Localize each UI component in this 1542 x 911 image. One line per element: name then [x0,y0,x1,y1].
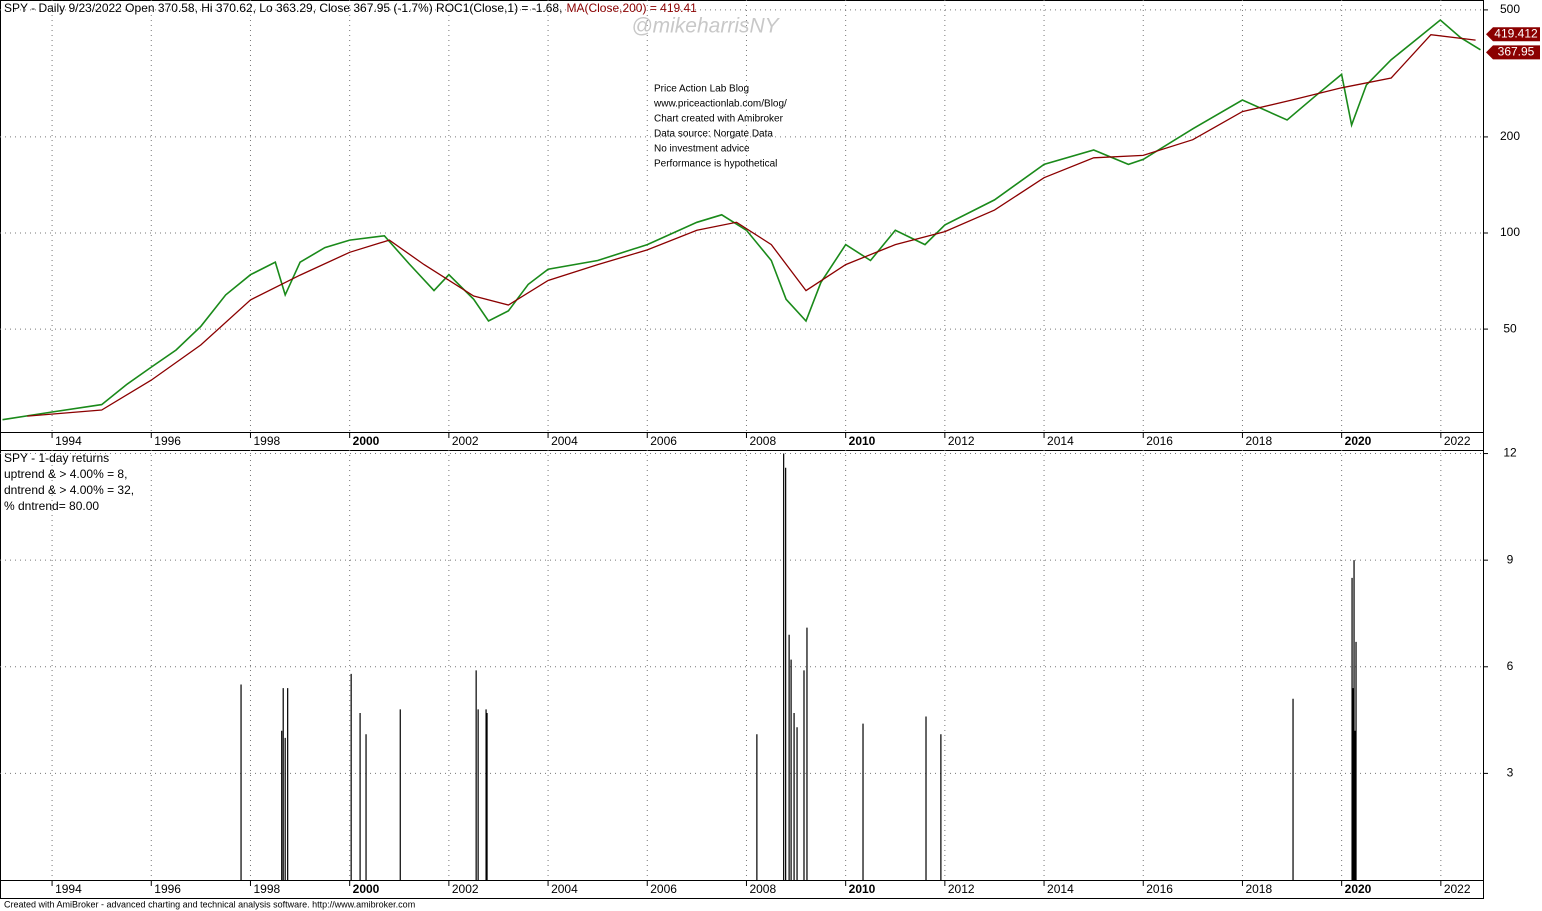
chart-subtitle: MA(Close,200) = 419.41 [566,1,697,15]
x-tick-label: 2002 [452,434,479,448]
x-tick-label: 2002 [452,882,479,896]
x-tick-label: 1996 [154,882,181,896]
x-tick-label: 1996 [154,434,181,448]
x-tick-label: 2008 [749,882,776,896]
x-tick-label: 2012 [948,434,975,448]
y-tick-label: 12 [1503,446,1517,460]
annotation: uptrend & > 4.00% = 8, [4,467,127,481]
annotation: Price Action Lab Blog [654,84,749,95]
x-tick-label: 2016 [1146,434,1173,448]
annotation: Data source: Norgate Data [654,129,773,140]
annotation: Performance is hypothetical [654,159,777,170]
x-tick-label: 2004 [551,434,578,448]
watermark: @mikeharrisNY [631,15,780,38]
price-label-box [1486,27,1540,42]
annotation: dntrend & > 4.00% = 32, [4,483,134,497]
y-tick-label: 3 [1507,766,1514,780]
x-tick-label: 2014 [1047,434,1074,448]
axis-frame [0,880,1484,899]
x-tick-label: 2020 [1345,434,1372,448]
x-tick-label: 2022 [1444,882,1471,896]
x-tick-label: 2022 [1444,434,1471,448]
chart-title: SPY - Daily 9/23/2022 Open 370.58, Hi 37… [4,1,562,15]
price-line [27,34,1476,417]
y-tick-label: 6 [1507,659,1514,673]
annotation: Chart created with Amibroker [654,114,784,125]
x-tick-label: 1994 [55,434,82,448]
annotation: www.priceactionlab.com/Blog/ [653,99,787,110]
x-tick-label: 2004 [551,882,578,896]
annotation: % dntrend= 80.00 [4,499,99,513]
x-tick-label: 1994 [55,882,82,896]
x-tick-label: 2010 [849,434,876,448]
x-tick-label: 2006 [650,882,677,896]
x-tick-label: 2006 [650,434,677,448]
x-tick-label: 1998 [253,434,280,448]
x-tick-label: 2010 [849,882,876,896]
plot-frame [0,0,1484,433]
y-tick-label: 9 [1507,552,1514,566]
x-tick-label: 2014 [1047,882,1074,896]
plot-frame [0,450,1484,881]
x-tick-label: 2020 [1345,882,1372,896]
x-tick-label: 2000 [353,882,380,896]
y-tick-label: 200 [1500,129,1520,143]
x-tick-label: 1998 [253,882,280,896]
price-label-box [1486,45,1540,60]
price-label: 367.95 [1498,45,1535,59]
annotation: No investment advice [654,144,750,155]
x-tick-label: 2012 [948,882,975,896]
chart-title: SPY - 1-day returns [4,451,109,465]
footer: Created with AmiBroker - advanced charti… [4,899,415,909]
x-tick-label: 2000 [353,434,380,448]
x-tick-label: 2008 [749,434,776,448]
price-label: 419.412 [1494,26,1538,40]
x-tick-label: 2018 [1245,434,1272,448]
x-tick-label: 2016 [1146,882,1173,896]
x-tick-label: 2018 [1245,882,1272,896]
y-tick-label: 500 [1500,2,1520,16]
y-tick-label: 100 [1500,225,1520,239]
y-tick-label: 50 [1503,321,1517,335]
price-line [2,18,1481,421]
